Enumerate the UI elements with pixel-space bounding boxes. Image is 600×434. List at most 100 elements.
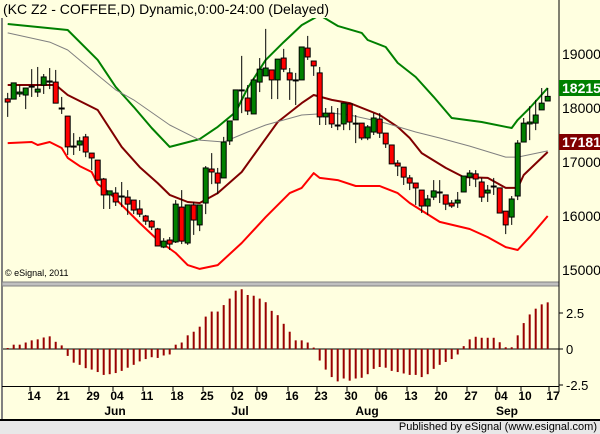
candle (454, 191, 461, 208)
x-tick-label: 17 (546, 389, 560, 403)
candle-body (292, 79, 299, 82)
candle-body (508, 198, 515, 218)
candle-body (268, 69, 275, 81)
histogram-bar (84, 349, 87, 369)
candle-body (496, 187, 503, 214)
x-tick-label: 11 (141, 389, 154, 403)
candle-body (472, 173, 479, 180)
candle-body (478, 181, 485, 198)
candle-body (40, 76, 47, 86)
candle (286, 68, 293, 100)
pane-splitter (1, 281, 560, 287)
candle-body (82, 136, 89, 153)
x-tick-label: 27 (464, 389, 478, 403)
candle-body (214, 172, 221, 184)
candle (22, 87, 29, 110)
candle-body (28, 85, 35, 88)
candle-body (46, 80, 53, 83)
candle-body (436, 191, 443, 194)
x-tick-label: 02 (230, 389, 244, 403)
histogram-bar (42, 337, 45, 349)
candle (256, 58, 263, 93)
candle (526, 106, 533, 141)
candle (544, 88, 551, 102)
candle (364, 125, 371, 141)
histogram-bar (132, 349, 135, 365)
candle (484, 184, 491, 202)
histogram-bar (432, 349, 435, 369)
candle-body (16, 91, 23, 95)
histogram-bar (354, 349, 357, 379)
histogram-bar (252, 295, 255, 349)
price-pane[interactable] (4, 15, 551, 270)
candle-body (118, 195, 125, 198)
histogram-bar (270, 310, 273, 349)
histogram-bar (348, 349, 351, 381)
candle (94, 159, 101, 181)
candle (142, 214, 149, 225)
x-tick-label: 16 (285, 389, 299, 403)
histogram-bar (408, 349, 411, 375)
histogram-bar (24, 342, 27, 349)
candle-body (166, 239, 173, 245)
oscillator-pane[interactable] (3, 289, 559, 382)
candle (358, 122, 365, 141)
candle (220, 136, 227, 179)
price-tick-label: 19000 (562, 46, 600, 62)
histogram-bar (378, 349, 381, 367)
candle (160, 238, 167, 249)
histogram-bar (420, 349, 423, 378)
candle-body (412, 182, 419, 189)
histogram-bar (246, 295, 249, 349)
candle (76, 136, 83, 151)
candle-body (448, 202, 455, 207)
histogram-bar (360, 349, 363, 378)
x-tick-label: 04 (494, 389, 508, 403)
candle (478, 177, 485, 202)
candle (538, 88, 545, 111)
candle-body (124, 196, 131, 205)
candle (118, 181, 125, 208)
candle (10, 82, 17, 100)
candle-body (388, 144, 395, 165)
candle-body (22, 87, 29, 96)
x-tick-label: 20 (434, 389, 448, 403)
histogram-bar (186, 335, 189, 349)
histogram-bar (300, 340, 303, 349)
candle-body (10, 82, 17, 100)
candle-body (88, 152, 95, 159)
candle-body (256, 68, 263, 83)
histogram-bar (462, 346, 465, 349)
candle-body (100, 178, 107, 196)
histogram-bar (138, 349, 141, 362)
histogram-bar (228, 298, 231, 349)
histogram-bar (180, 342, 183, 349)
candle (124, 190, 131, 215)
histogram-bar (126, 349, 129, 368)
histogram-bar (540, 304, 543, 349)
candle (88, 152, 95, 171)
histogram-bar (336, 349, 339, 382)
histogram-bar (372, 349, 375, 369)
histogram-bar (198, 326, 201, 349)
candle (448, 200, 455, 208)
histogram-bar (324, 349, 327, 370)
candle-body (58, 107, 65, 110)
month-label: Sep (496, 404, 518, 418)
histogram-bar (522, 323, 525, 349)
candle (382, 132, 389, 148)
axes: 19000 18000 17000 16000 15000 18215 17181 2.5 0 -… (1, 0, 600, 419)
candle-body (340, 102, 347, 125)
candle-body (244, 97, 251, 112)
candle (292, 72, 299, 106)
histogram-bar (96, 349, 99, 373)
candle-body (316, 72, 323, 118)
histogram-bar (240, 289, 243, 349)
price-marker-label: 18215 (562, 80, 600, 96)
candle-body (394, 162, 401, 167)
candle-body (220, 141, 227, 179)
candle (232, 89, 239, 121)
moving-average-line (7, 32, 548, 158)
candle-body (424, 198, 431, 207)
